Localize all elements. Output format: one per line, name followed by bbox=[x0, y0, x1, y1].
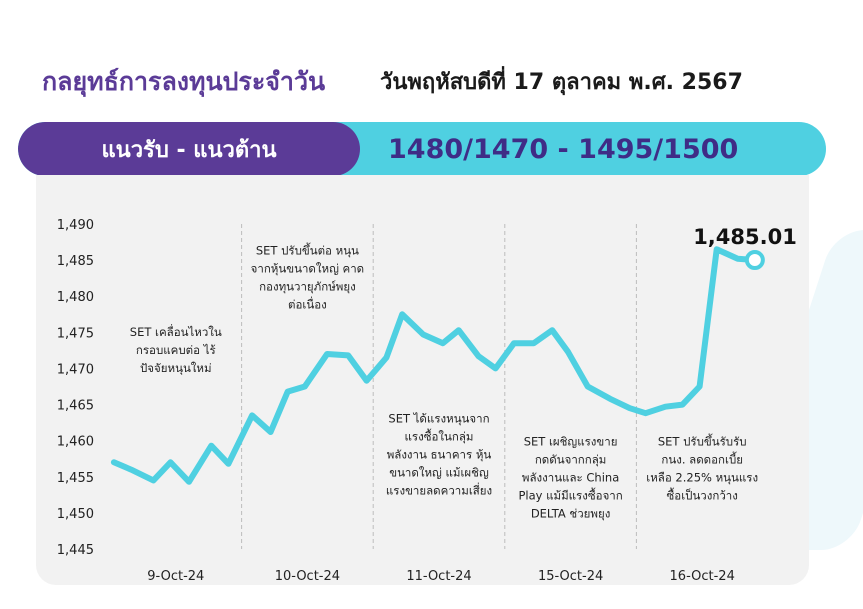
page-title: กลยุทธ์การลงทุนประจำวัน bbox=[42, 67, 326, 96]
annotation-line: ปัจจัยหนุนใหม่ bbox=[140, 361, 212, 375]
annotation-line: ขนาดใหญ่ แม้เผชิญ bbox=[389, 466, 489, 480]
x-tick-label: 15-Oct-24 bbox=[538, 569, 603, 584]
annotation-line: ซื้อเป็นวงกว้าง bbox=[667, 488, 738, 503]
annotation-line: กนง. ลดดอกเบี้ย bbox=[661, 452, 743, 467]
annotation-line: Play แม้มีแรงซื้อจาก bbox=[518, 488, 622, 503]
x-tick-label: 9-Oct-24 bbox=[147, 569, 204, 584]
annotation-line: SET ปรับขึ้นรับรับ bbox=[658, 434, 747, 449]
x-tick-label: 11-Oct-24 bbox=[406, 569, 471, 584]
y-tick-label: 1,460 bbox=[57, 435, 94, 450]
annotation-line: เหลือ 2.25% หนุนแรง bbox=[646, 471, 758, 485]
x-tick-label: 10-Oct-24 bbox=[275, 569, 340, 584]
y-tick-label: 1,445 bbox=[57, 543, 94, 558]
support-resistance-label: แนวรับ - แนวต้าน bbox=[18, 122, 360, 176]
annotation-line: กรอบแคบต่อ ไร้ bbox=[136, 343, 216, 357]
annotation-line: แรงซื้อในกลุ่ม bbox=[405, 429, 474, 444]
annotation-line: กดดันจากกลุ่ม bbox=[535, 453, 607, 467]
last-point-marker bbox=[744, 250, 765, 271]
y-tick-label: 1,490 bbox=[57, 218, 94, 233]
annotation-line: แรงขายลดความเสี่ยง bbox=[386, 483, 492, 498]
annotation-line: SET เคลื่อนไหวใน bbox=[130, 324, 222, 339]
annotation-line: DELTA ช่วยพยุง bbox=[531, 507, 611, 521]
x-tick-label: 16-Oct-24 bbox=[670, 569, 735, 584]
series-line bbox=[110, 246, 758, 485]
annotation-line: ต่อเนื่อง bbox=[288, 296, 327, 311]
y-tick-label: 1,465 bbox=[57, 399, 94, 414]
y-tick-label: 1,470 bbox=[57, 362, 94, 377]
annotation-line: SET ปรับขึ้นต่อ หนุน bbox=[256, 242, 359, 257]
y-tick-label: 1,475 bbox=[57, 326, 94, 341]
y-tick-label: 1,480 bbox=[57, 290, 94, 305]
support-resistance-band: แนวรับ - แนวต้าน 1480/1470 - 1495/1500 bbox=[18, 122, 826, 176]
y-tick-label: 1,455 bbox=[57, 471, 94, 486]
date-label: วันพฤหัสบดีที่ 17 ตุลาคม พ.ศ. 2567 bbox=[380, 70, 743, 95]
last-value-label: 1,485.01 bbox=[693, 225, 797, 249]
chart-panel bbox=[36, 175, 809, 585]
annotation-line: SET ได้แรงหนุนจาก bbox=[388, 412, 489, 426]
y-tick-label: 1,485 bbox=[57, 254, 94, 269]
y-tick-label: 1,450 bbox=[57, 507, 94, 522]
annotation-line: จากหุ้นขนาดใหญ่ คาด bbox=[251, 261, 365, 275]
annotation-line: กองทุนวายุภักษ์พยุง bbox=[259, 279, 356, 293]
annotation-line: SET เผชิญแรงขาย bbox=[524, 435, 618, 449]
annotation-line: พลังงาน ธนาคาร หุ้น bbox=[387, 448, 492, 462]
support-resistance-levels: 1480/1470 - 1495/1500 bbox=[388, 133, 739, 165]
annotation-line: พลังงานและ China bbox=[522, 471, 619, 485]
